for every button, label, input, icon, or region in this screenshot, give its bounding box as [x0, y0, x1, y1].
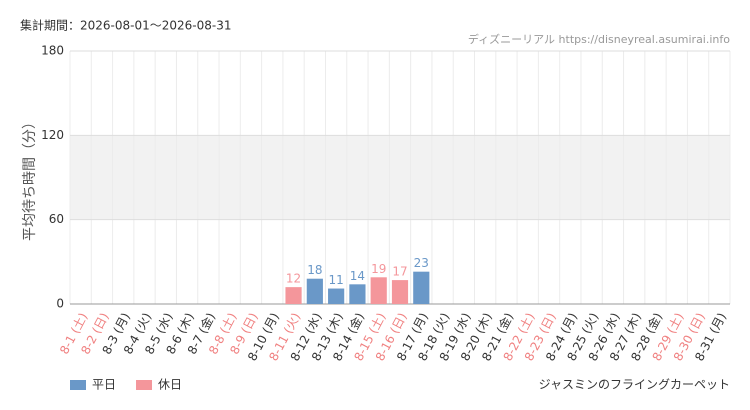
grid-band [70, 135, 730, 220]
data-label: 17 [392, 265, 407, 279]
legend-label: 休日 [158, 378, 182, 392]
data-label: 23 [414, 256, 429, 270]
y-tick-label: 60 [49, 212, 64, 226]
data-label: 19 [371, 262, 386, 276]
data-label: 12 [286, 272, 301, 286]
source: ディズニーリアル https://disneyreal.asumirai.inf… [468, 32, 730, 46]
legend-swatch [136, 380, 153, 390]
data-label: 11 [328, 273, 343, 287]
bar [306, 278, 323, 304]
y-tick-label: 0 [56, 297, 64, 311]
bar [370, 277, 387, 304]
chart-title: 集計期間：2026-08-01〜2026-08-31 [20, 18, 231, 33]
y-tick-label: 180 [41, 44, 64, 58]
data-label: 14 [350, 269, 365, 283]
legend-swatch [70, 380, 86, 390]
bar [413, 271, 430, 304]
bar [349, 284, 366, 304]
y-axis-label: 平均待ち時間（分） [22, 115, 38, 241]
bar [285, 287, 302, 304]
bar [328, 288, 345, 304]
legend-label: 平日 [92, 378, 116, 392]
y-tick-label: 120 [41, 128, 64, 142]
bar [391, 280, 409, 304]
data-label: 18 [307, 263, 322, 277]
subtitle: ジャスミンのフライングカーペット [539, 378, 730, 392]
